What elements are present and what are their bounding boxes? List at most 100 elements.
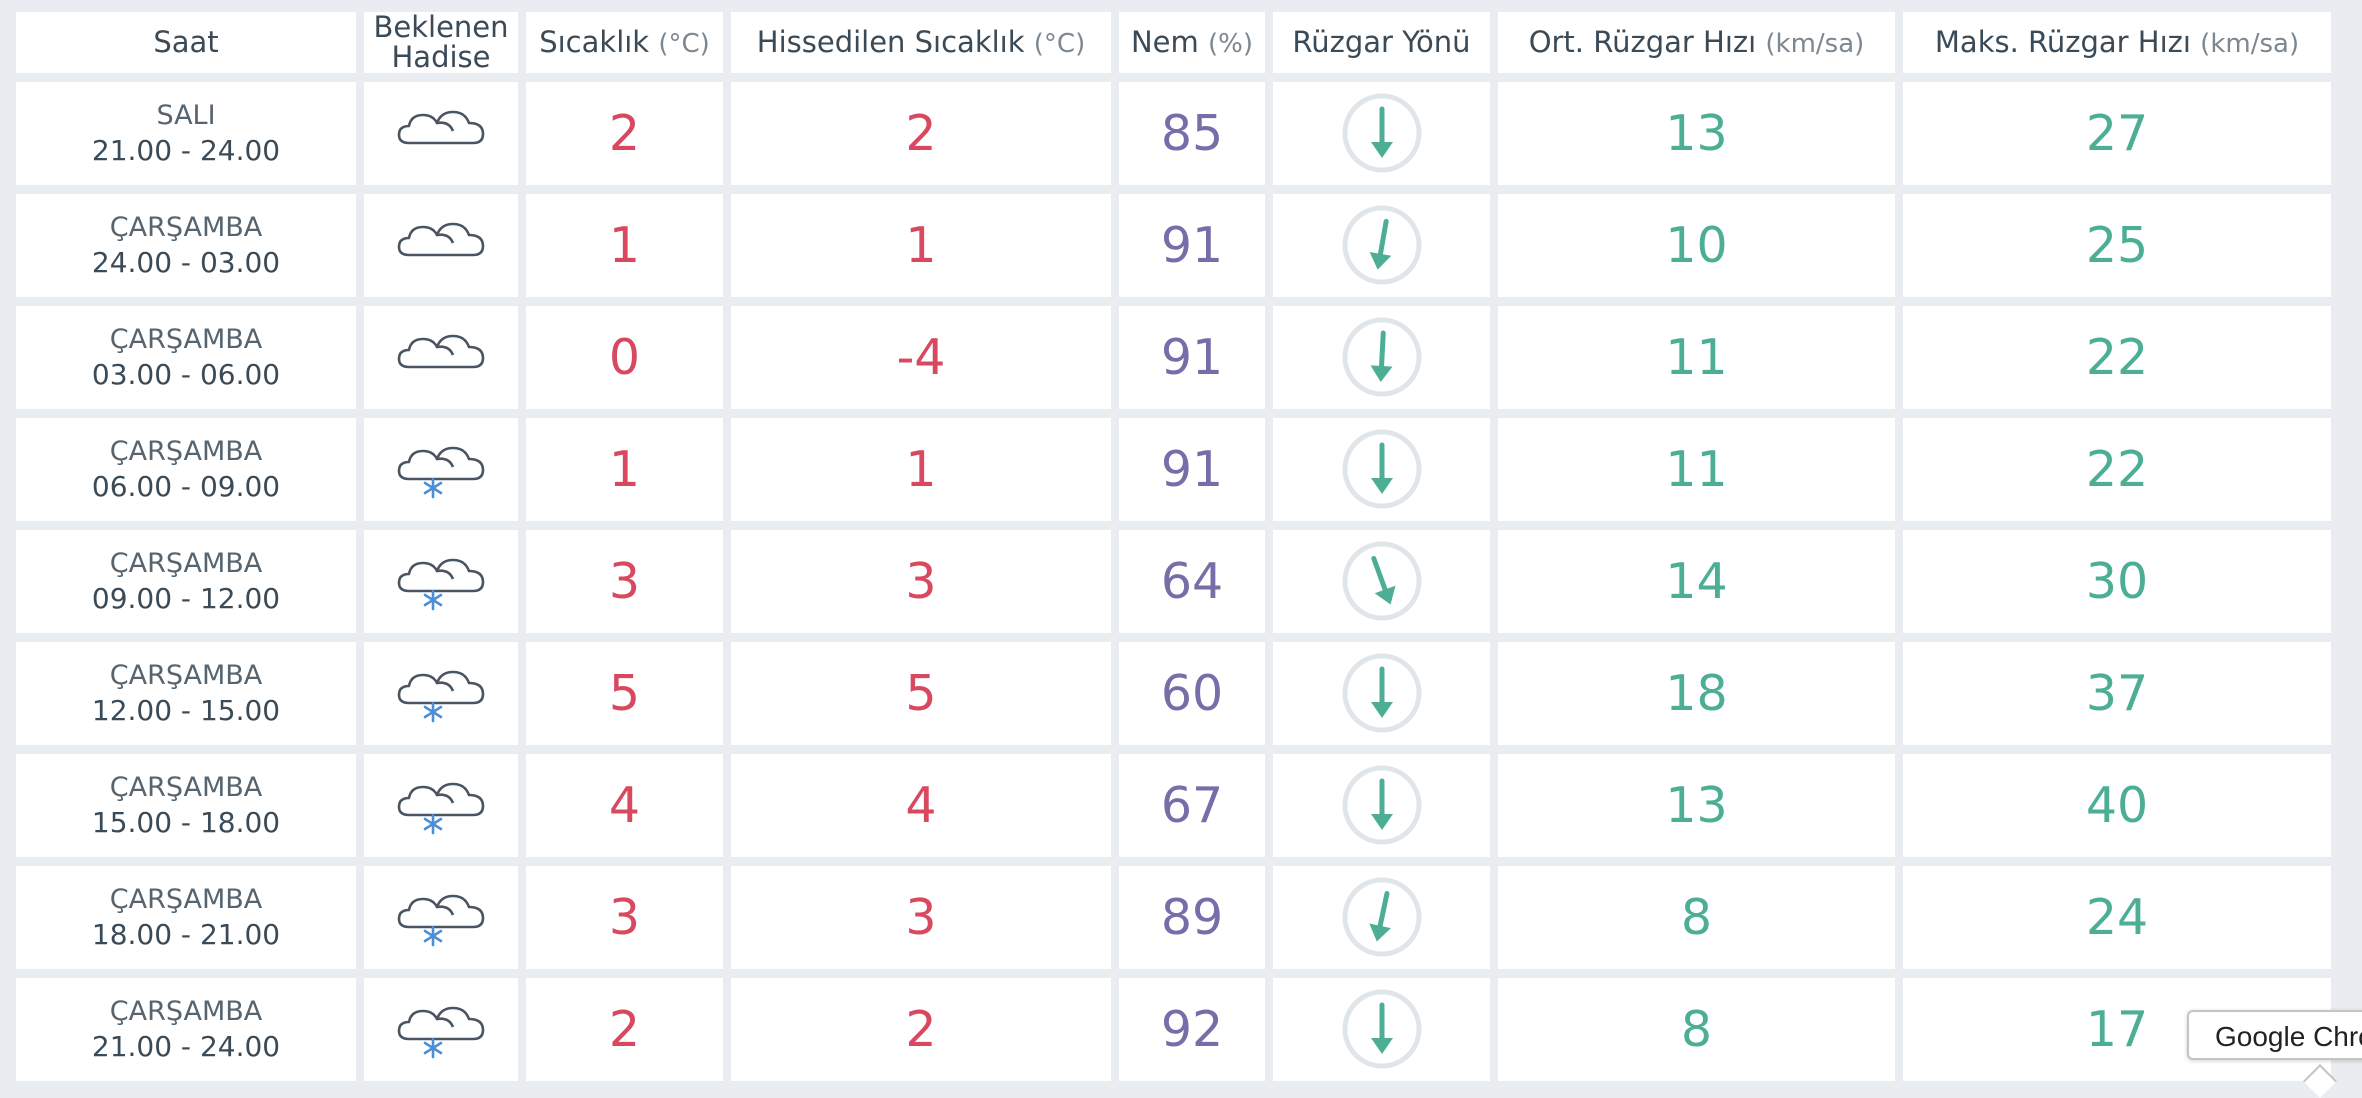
humidity-value: 64 [1160, 552, 1224, 610]
header-beklenen-hadise[interactable]: Beklenen Hadise [364, 12, 518, 73]
weather-condition-cell [364, 977, 518, 1081]
wind-direction-arrow-icon [1273, 428, 1490, 510]
wind-direction-cell [1273, 865, 1490, 969]
avg-wind-speed-cell: 8 [1498, 977, 1895, 1081]
temperature-cell: 3 [526, 529, 723, 633]
weather-condition-cell [364, 865, 518, 969]
header-sicaklik[interactable]: Sıcaklık (°C) [526, 12, 723, 73]
time-cell: ÇARŞAMBA 03.00 - 06.00 [16, 305, 356, 409]
humidity-value: 60 [1160, 664, 1224, 722]
time-range-label: 03.00 - 06.00 [91, 357, 281, 391]
avg-wind-speed-cell: 18 [1498, 641, 1895, 745]
wind-direction-cell [1273, 977, 1490, 1081]
snow-icon [364, 439, 518, 499]
humidity-cell: 91 [1119, 417, 1265, 521]
wind-direction-arrow-icon [1273, 764, 1490, 846]
time-day-label: ÇARŞAMBA [109, 995, 263, 1027]
weather-condition-cell [364, 753, 518, 857]
time-cell: ÇARŞAMBA 12.00 - 15.00 [16, 641, 356, 745]
header-hissedilen-sicaklik[interactable]: Hissedilen Sıcaklık (°C) [731, 12, 1111, 73]
wind-direction-arrow-icon [1273, 540, 1490, 622]
temperature-value: 2 [608, 1000, 641, 1058]
header-maks-ruzgar-hizi[interactable]: Maks. Rüzgar Hızı (km/sa) [1903, 12, 2331, 73]
table-row: ÇARŞAMBA 15.00 - 18.00 4 4 67 13 40 [16, 753, 2331, 857]
humidity-value: 92 [1160, 1000, 1224, 1058]
wind-direction-cell [1273, 193, 1490, 297]
max-wind-speed-cell: 24 [1903, 865, 2331, 969]
time-range-label: 12.00 - 15.00 [91, 693, 281, 727]
feels-like-value: 2 [905, 1000, 937, 1058]
header-ort-ruzgar-hizi[interactable]: Ort. Rüzgar Hızı (km/sa) [1498, 12, 1895, 73]
wind-direction-cell [1273, 81, 1490, 185]
snow-icon [364, 551, 518, 611]
temperature-value: 1 [608, 440, 641, 498]
avg-wind-speed-value: 13 [1665, 776, 1728, 834]
max-wind-speed-cell: 37 [1903, 641, 2331, 745]
feels-like-cell: 2 [731, 977, 1111, 1081]
time-day-label: SALI [156, 99, 216, 131]
humidity-value: 91 [1160, 440, 1224, 498]
table-row: ÇARŞAMBA 09.00 - 12.00 3 3 64 14 30 [16, 529, 2331, 633]
max-wind-speed-value: 37 [2085, 664, 2149, 722]
weather-condition-cell [364, 81, 518, 185]
time-day-label: ÇARŞAMBA [109, 883, 263, 915]
snow-icon [364, 887, 518, 947]
snow-icon [364, 775, 518, 835]
max-wind-speed-value: 22 [2085, 328, 2149, 386]
avg-wind-speed-value: 13 [1665, 104, 1728, 162]
header-ruzgar-yonu[interactable]: Rüzgar Yönü [1273, 12, 1490, 73]
feels-like-cell: 1 [731, 417, 1111, 521]
table-row: ÇARŞAMBA 18.00 - 21.00 3 3 89 8 24 [16, 865, 2331, 969]
time-day-label: ÇARŞAMBA [109, 771, 263, 803]
humidity-cell: 91 [1119, 193, 1265, 297]
avg-wind-speed-cell: 8 [1498, 865, 1895, 969]
time-cell: SALI 21.00 - 24.00 [16, 81, 356, 185]
avg-wind-speed-cell: 11 [1498, 305, 1895, 409]
feels-like-value: 3 [905, 888, 937, 946]
time-range-label: 21.00 - 24.00 [91, 133, 281, 167]
time-day-label: ÇARŞAMBA [109, 547, 263, 579]
avg-wind-speed-value: 18 [1665, 664, 1728, 722]
time-cell: ÇARŞAMBA 15.00 - 18.00 [16, 753, 356, 857]
temperature-value: 1 [608, 216, 641, 274]
feels-like-cell: 5 [731, 641, 1111, 745]
time-cell: ÇARŞAMBA 24.00 - 03.00 [16, 193, 356, 297]
humidity-cell: 64 [1119, 529, 1265, 633]
feels-like-value: 2 [905, 104, 937, 162]
header-nem[interactable]: Nem (%) [1119, 12, 1265, 73]
temperature-cell: 1 [526, 193, 723, 297]
max-wind-speed-cell: 27 [1903, 81, 2331, 185]
max-wind-speed-value: 24 [2085, 888, 2149, 946]
temperature-value: 5 [608, 664, 641, 722]
feels-like-value: -4 [896, 328, 946, 386]
humidity-value: 91 [1160, 328, 1224, 386]
temperature-cell: 4 [526, 753, 723, 857]
weather-condition-cell [364, 193, 518, 297]
max-wind-speed-value: 17 [2085, 1000, 2149, 1058]
avg-wind-speed-value: 10 [1665, 216, 1728, 274]
feels-like-value: 1 [905, 216, 937, 274]
cloudy-icon [364, 103, 518, 163]
temperature-cell: 2 [526, 81, 723, 185]
temperature-value: 2 [608, 104, 641, 162]
max-wind-speed-cell: 22 [1903, 417, 2331, 521]
avg-wind-speed-cell: 14 [1498, 529, 1895, 633]
weather-condition-cell [364, 417, 518, 521]
header-saat[interactable]: Saat [16, 12, 356, 73]
temperature-cell: 1 [526, 417, 723, 521]
time-day-label: ÇARŞAMBA [109, 435, 263, 467]
forecast-table-container: Saat Beklenen Hadise Sıcaklık (°C) Hisse… [16, 12, 2331, 1081]
table-row: ÇARŞAMBA 06.00 - 09.00 1 1 91 11 22 [16, 417, 2331, 521]
feels-like-cell: 3 [731, 865, 1111, 969]
humidity-cell: 60 [1119, 641, 1265, 745]
temperature-value: 3 [608, 888, 641, 946]
time-day-label: ÇARŞAMBA [109, 323, 263, 355]
max-wind-speed-cell: 25 [1903, 193, 2331, 297]
time-range-label: 09.00 - 12.00 [91, 581, 281, 615]
max-wind-speed-cell: 22 [1903, 305, 2331, 409]
humidity-cell: 92 [1119, 977, 1265, 1081]
table-row: ÇARŞAMBA 12.00 - 15.00 5 5 60 18 37 [16, 641, 2331, 745]
feels-like-cell: 4 [731, 753, 1111, 857]
time-cell: ÇARŞAMBA 06.00 - 09.00 [16, 417, 356, 521]
temperature-cell: 3 [526, 865, 723, 969]
